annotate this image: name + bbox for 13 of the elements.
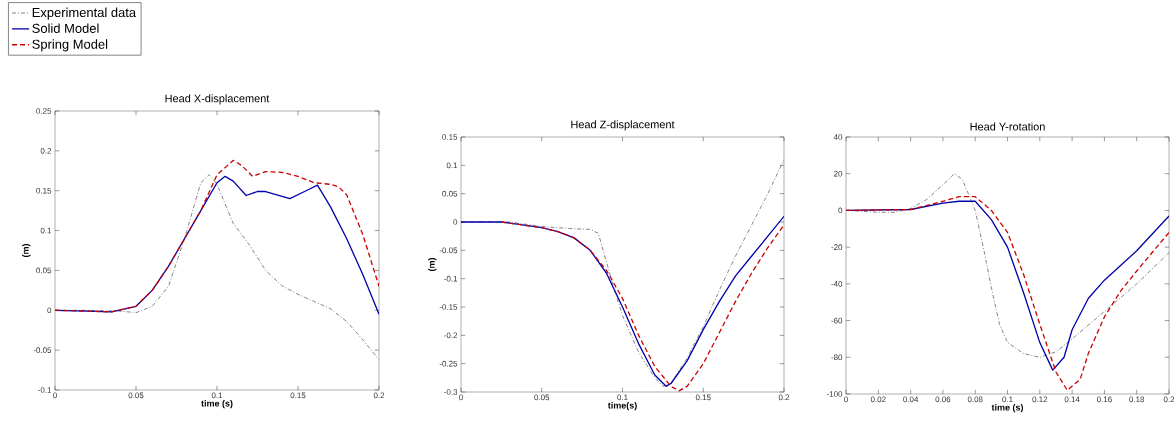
legend-label: Experimental data bbox=[32, 7, 137, 20]
line-series bbox=[461, 215, 785, 387]
line-series bbox=[500, 221, 785, 392]
legend-label: Spring Model bbox=[32, 39, 108, 52]
chart-title: Head Y-rotation bbox=[970, 122, 1045, 131]
chart-title: Head X-displacement bbox=[165, 94, 270, 105]
x-axis-title: time(s) bbox=[607, 402, 637, 411]
y-axis-title: (m) bbox=[428, 257, 437, 272]
y-axis-title: (m) bbox=[22, 243, 31, 258]
legend-label: Solid Model bbox=[32, 23, 99, 33]
x-axis-title: time (s) bbox=[201, 400, 233, 409]
x-axis-title: time (s) bbox=[991, 404, 1024, 413]
chart-title: Head Z-displacement bbox=[571, 120, 675, 131]
